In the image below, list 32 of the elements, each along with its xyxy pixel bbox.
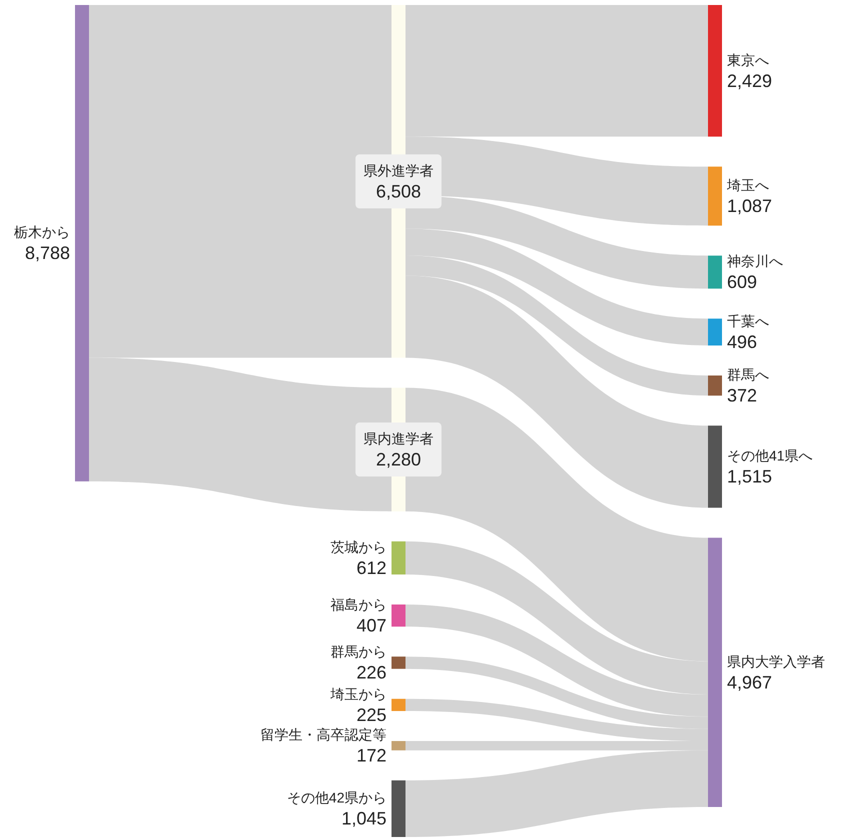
category-label: 埼玉から (330, 686, 386, 702)
data-label: 8,788 (24, 243, 70, 264)
data-label: 496 (727, 332, 758, 352)
category-label: 留学生・高卒認定等 (260, 726, 386, 743)
data-label: 1,087 (727, 196, 772, 216)
data-label: 4,967 (727, 672, 772, 692)
category-label: 県内進学者 (364, 430, 434, 447)
category-label: 神奈川へ (727, 253, 783, 270)
data-label: 1,045 (341, 808, 386, 829)
category-label: 県内大学入学者 (727, 653, 825, 670)
category-label: 群馬から (330, 644, 386, 660)
data-label: 609 (727, 272, 758, 292)
category-label: その他42県から (286, 790, 386, 806)
category-label: 栃木から (14, 224, 70, 240)
category-label: 千葉へ (727, 313, 769, 330)
category-label: その他41県へ (727, 448, 813, 464)
category-label: 福島から (330, 596, 386, 613)
category-label: 県外進学者 (364, 162, 434, 178)
category-label: 群馬へ (727, 366, 769, 383)
data-label: 612 (356, 558, 386, 578)
data-label: 2,429 (727, 70, 772, 91)
data-label: 2,280 (376, 450, 422, 470)
data-label: 6,508 (376, 181, 422, 202)
category-label: 東京へ (727, 52, 769, 68)
data-label: 172 (356, 746, 386, 766)
data-label: 407 (356, 616, 386, 636)
data-label: 225 (356, 704, 386, 725)
category-label: 茨城から (330, 538, 386, 555)
category-label: 埼玉へ (726, 177, 769, 194)
data-label: 372 (727, 386, 758, 406)
data-label: 226 (356, 662, 386, 683)
data-label: 1,515 (727, 466, 772, 487)
